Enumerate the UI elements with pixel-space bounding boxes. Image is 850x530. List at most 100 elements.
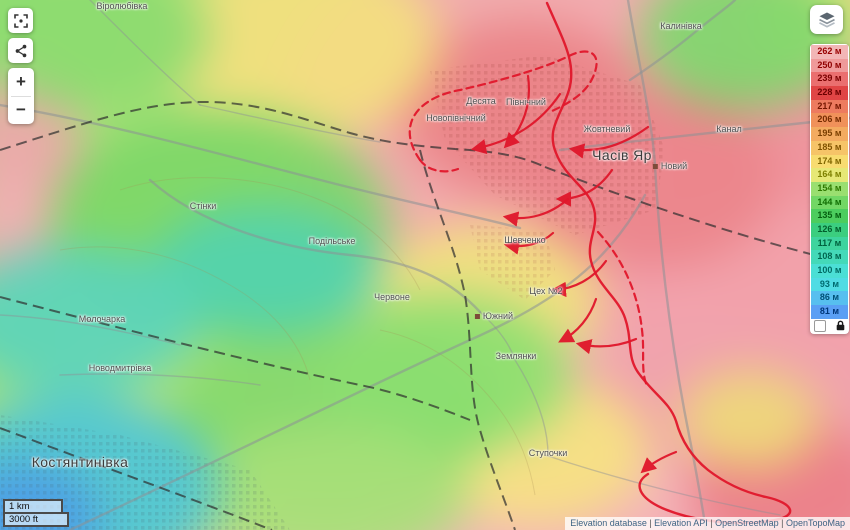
- place-name: Десята: [466, 96, 496, 106]
- contour-line: [379, 329, 536, 496]
- place-name: Молочарка: [78, 314, 126, 324]
- advance-arrow: [555, 168, 614, 207]
- place-name: Южний: [482, 311, 514, 321]
- attribution-link[interactable]: OpenStreetMap: [715, 518, 779, 528]
- place-label: Подільське: [309, 236, 356, 246]
- place-name: Віролюбівка: [96, 1, 148, 11]
- legend-row-174м: 174 м: [811, 154, 848, 169]
- attribution-link[interactable]: OpenTopoMap: [785, 518, 845, 528]
- legend-row-206м: 206 м: [811, 113, 848, 128]
- place-label: Новодмитрівка: [89, 363, 152, 373]
- place-name: Костянтинівка: [31, 454, 129, 470]
- road: [479, 311, 549, 456]
- place-name: Новий: [660, 161, 688, 171]
- railway: [0, 296, 471, 421]
- elevation-legend: 262 м 250 м 239 м 228 м 217 м 206 м 195 м 185 м…: [810, 44, 849, 334]
- layers-icon: [818, 12, 835, 28]
- place-name: Новопівнічний: [426, 113, 486, 123]
- place-name: Північний: [506, 97, 546, 107]
- place-label: Цех №2: [529, 286, 562, 296]
- place-label: Десята: [466, 96, 496, 106]
- share-icon: [15, 44, 26, 57]
- legend-row-86м: 86 м: [811, 291, 848, 306]
- attribution: Elevation database | Elevation API | Ope…: [565, 517, 850, 530]
- place-label: Землянки: [496, 351, 537, 361]
- railway: [419, 149, 516, 530]
- legend-row-81м: 81 м: [811, 305, 848, 319]
- front-line-dashed: [596, 230, 650, 390]
- legend-footer: [811, 318, 848, 333]
- elevation-legend-rows: 262 м 250 м 239 м 228 м 217 м 206 м 195 м 185 м…: [811, 45, 848, 319]
- legend-row-154м: 154 м: [811, 181, 848, 196]
- legend-row-217м: 217 м: [811, 99, 848, 114]
- place-label: Часів Яр: [592, 147, 652, 163]
- scale-km: 1 km: [3, 499, 63, 512]
- lock-icon[interactable]: [836, 320, 845, 331]
- place-label: Стінки: [190, 201, 217, 211]
- urban-area-chasiv-yar: [430, 55, 665, 235]
- advance-arrow: [503, 74, 530, 149]
- place-label: Новий: [652, 161, 688, 171]
- advance-arrow: [568, 125, 650, 159]
- legend-row-164м: 164 м: [811, 168, 848, 182]
- legend-row-108м: 108 м: [811, 250, 848, 264]
- advance-arrow: [640, 450, 678, 474]
- legend-row-185м: 185 м: [811, 140, 848, 155]
- front-line-dashed: [418, 158, 460, 173]
- scale-control: 1 km 3000 ft: [3, 499, 69, 527]
- attribution-link[interactable]: Elevation database: [570, 518, 647, 528]
- place-label: Віролюбівка: [97, 1, 148, 11]
- fullscreen-icon: [13, 13, 28, 28]
- legend-row-100м: 100 м: [811, 264, 848, 278]
- place-name: Жовтневий: [583, 124, 631, 134]
- place-label: Молочарка: [79, 314, 125, 324]
- place-label: Новопівнічний: [426, 113, 486, 123]
- place-label: Калинівка: [660, 21, 701, 31]
- road: [199, 104, 381, 143]
- terrain-zone-mid: [680, 370, 820, 470]
- advance-arrow: [502, 197, 570, 227]
- attribution-separator: |: [646, 518, 655, 528]
- settlement-marker: [652, 163, 658, 169]
- place-name: Шевченко: [504, 235, 546, 245]
- road: [628, 0, 737, 82]
- share-button[interactable]: [8, 38, 33, 63]
- urban-area-kostiantynivka: [0, 415, 290, 530]
- place-name: Червоне: [374, 292, 410, 302]
- road: [544, 454, 781, 516]
- place-name: Канал: [716, 124, 742, 134]
- place-name: Стінки: [189, 201, 217, 211]
- place-label: Костянтинівка: [32, 454, 129, 470]
- place-name: Ступочки: [528, 448, 568, 458]
- place-name: Землянки: [495, 351, 537, 361]
- road: [0, 314, 181, 346]
- place-name: Новодмитрівка: [88, 363, 152, 373]
- settlement-marker: [474, 313, 480, 319]
- zoom-in-button[interactable]: +: [8, 68, 34, 96]
- railway: [0, 100, 546, 168]
- legend-row-228м: 228 м: [811, 86, 848, 100]
- road: [626, 0, 708, 530]
- legend-row-262м: 262 м: [811, 45, 848, 59]
- zoom-divider: [10, 95, 32, 97]
- attribution-separator: |: [707, 518, 716, 528]
- legend-row-126м: 126 м: [811, 222, 848, 237]
- zoom-in-label: +: [16, 71, 26, 91]
- zoom-out-button[interactable]: −: [8, 97, 34, 125]
- place-label: Червоне: [374, 292, 410, 302]
- layers-button[interactable]: [810, 5, 843, 34]
- place-label: Жовтневий: [584, 124, 631, 134]
- advance-arrow: [550, 259, 608, 298]
- legend-checkbox[interactable]: [814, 319, 826, 332]
- place-label: Южний: [474, 311, 514, 321]
- attribution-link[interactable]: Elevation API: [654, 518, 708, 528]
- zoom-control: + −: [8, 68, 34, 124]
- fullscreen-button[interactable]: [8, 8, 33, 33]
- legend-row-135м: 135 м: [811, 209, 848, 223]
- contour-line: [119, 177, 421, 291]
- place-label: Північний: [506, 97, 546, 107]
- front-line-dashed: [408, 50, 598, 162]
- legend-row-239м: 239 м: [811, 72, 848, 87]
